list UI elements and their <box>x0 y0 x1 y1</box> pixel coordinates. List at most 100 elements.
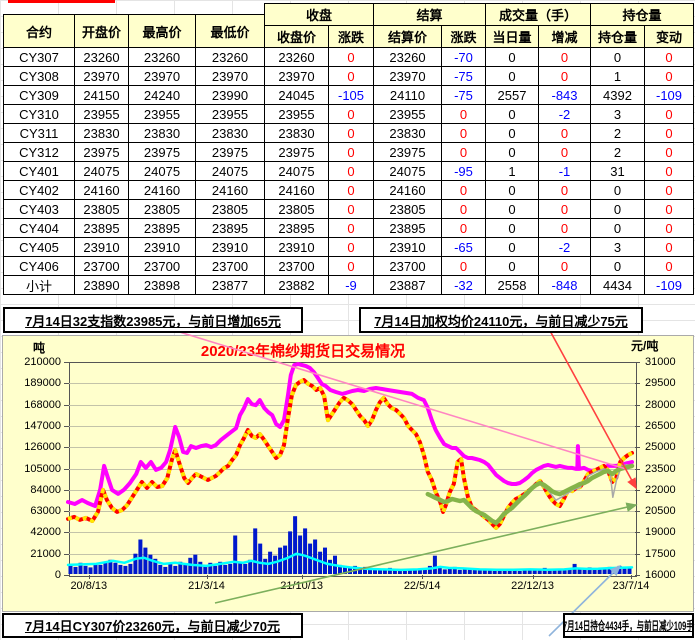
table-cell[interactable]: 23990 <box>195 85 265 105</box>
table-cell[interactable]: 24160 <box>264 180 329 200</box>
table-cell[interactable]: 23955 <box>128 104 196 124</box>
table-cell[interactable]: 31 <box>590 161 645 181</box>
table-cell[interactable]: 0 <box>328 142 374 162</box>
table-cell[interactable]: 23975 <box>264 142 329 162</box>
table-cell[interactable]: 0 <box>644 180 694 200</box>
table-cell[interactable]: 23877 <box>195 275 265 295</box>
table-cell[interactable]: 24160 <box>74 180 129 200</box>
table-cell[interactable]: 小计 <box>3 275 75 295</box>
table-cell[interactable]: 23910 <box>195 237 265 257</box>
table-cell[interactable]: 0 <box>485 66 539 86</box>
table-cell[interactable]: 23970 <box>128 66 196 86</box>
table-cell[interactable]: 23895 <box>128 218 196 238</box>
table-cell[interactable]: 23970 <box>373 66 442 86</box>
table-cell[interactable]: 23975 <box>74 142 129 162</box>
table-cell[interactable]: 0 <box>644 218 694 238</box>
table-cell[interactable]: 23975 <box>195 142 265 162</box>
table-cell[interactable]: 0 <box>441 180 486 200</box>
table-cell[interactable]: 0 <box>644 199 694 219</box>
table-cell[interactable]: 0 <box>644 123 694 143</box>
table-cell[interactable]: 23955 <box>373 104 442 124</box>
table-cell[interactable]: 0 <box>328 256 374 276</box>
table-cell[interactable]: 24110 <box>373 85 442 105</box>
table-cell[interactable]: 23830 <box>373 123 442 143</box>
table-cell[interactable]: 0 <box>485 256 539 276</box>
table-cell[interactable]: 23955 <box>264 104 329 124</box>
table-cell[interactable]: 24075 <box>128 161 196 181</box>
table-cell[interactable]: 0 <box>538 199 591 219</box>
table-cell[interactable]: 23895 <box>74 218 129 238</box>
table-cell[interactable]: 0 <box>485 123 539 143</box>
table-cell[interactable]: 23830 <box>264 123 329 143</box>
table-cell[interactable]: CY311 <box>3 123 75 143</box>
table-cell[interactable]: 23970 <box>195 66 265 86</box>
table-cell[interactable]: 23700 <box>195 256 265 276</box>
table-cell[interactable]: 23805 <box>74 199 129 219</box>
table-cell[interactable]: 23805 <box>195 199 265 219</box>
table-cell[interactable]: 0 <box>328 47 374 67</box>
table-cell[interactable]: 0 <box>538 123 591 143</box>
table-cell[interactable]: 23975 <box>373 142 442 162</box>
table-cell[interactable]: 0 <box>328 104 374 124</box>
table-cell[interactable]: 23910 <box>128 237 196 257</box>
table-cell[interactable]: 24160 <box>373 180 442 200</box>
table-cell[interactable]: 2557 <box>485 85 539 105</box>
table-cell[interactable]: 23830 <box>195 123 265 143</box>
table-cell[interactable]: 23955 <box>195 104 265 124</box>
table-cell[interactable]: CY402 <box>3 180 75 200</box>
table-cell[interactable]: 0 <box>485 180 539 200</box>
table-cell[interactable]: 0 <box>590 218 645 238</box>
table-cell[interactable]: 0 <box>328 180 374 200</box>
table-cell[interactable]: 23260 <box>264 47 329 67</box>
table-cell[interactable]: 0 <box>644 47 694 67</box>
table-cell[interactable]: 23910 <box>264 237 329 257</box>
table-cell[interactable]: CY404 <box>3 218 75 238</box>
table-cell[interactable]: 23830 <box>128 123 196 143</box>
table-cell[interactable]: 0 <box>485 199 539 219</box>
table-cell[interactable]: 23970 <box>74 66 129 86</box>
table-cell[interactable]: 0 <box>644 237 694 257</box>
table-cell[interactable]: 23970 <box>264 66 329 86</box>
table-cell[interactable]: 0 <box>538 66 591 86</box>
table-cell[interactable]: 0 <box>590 199 645 219</box>
table-cell[interactable]: 0 <box>328 123 374 143</box>
table-cell[interactable]: -848 <box>538 275 591 295</box>
table-cell[interactable]: 24075 <box>373 161 442 181</box>
table-cell[interactable]: CY401 <box>3 161 75 181</box>
table-cell[interactable]: 24045 <box>264 85 329 105</box>
table-cell[interactable]: 23260 <box>195 47 265 67</box>
table-cell[interactable]: 0 <box>538 142 591 162</box>
table-cell[interactable]: 0 <box>485 47 539 67</box>
table-cell[interactable]: 0 <box>538 47 591 67</box>
table-cell[interactable]: 23975 <box>128 142 196 162</box>
table-cell[interactable]: 0 <box>644 142 694 162</box>
table-cell[interactable]: 0 <box>590 256 645 276</box>
table-cell[interactable]: 1 <box>590 66 645 86</box>
table-cell[interactable]: 2 <box>590 142 645 162</box>
table-cell[interactable]: -109 <box>644 275 694 295</box>
table-cell[interactable]: -95 <box>441 161 486 181</box>
table-cell[interactable]: -2 <box>538 104 591 124</box>
table-cell[interactable]: -9 <box>328 275 374 295</box>
table-cell[interactable]: 0 <box>441 123 486 143</box>
table-cell[interactable]: 23890 <box>74 275 129 295</box>
table-cell[interactable]: 24075 <box>264 161 329 181</box>
table-cell[interactable]: -75 <box>441 85 486 105</box>
table-cell[interactable]: 0 <box>441 199 486 219</box>
table-cell[interactable]: 0 <box>441 142 486 162</box>
table-cell[interactable]: 0 <box>328 161 374 181</box>
table-cell[interactable]: 24150 <box>74 85 129 105</box>
table-cell[interactable]: 0 <box>485 142 539 162</box>
table-cell[interactable]: 23805 <box>264 199 329 219</box>
table-cell[interactable]: -65 <box>441 237 486 257</box>
table-cell[interactable]: 0 <box>644 256 694 276</box>
table-cell[interactable]: 4434 <box>590 275 645 295</box>
table-cell[interactable]: 0 <box>328 199 374 219</box>
table-cell[interactable]: 23910 <box>373 237 442 257</box>
table-cell[interactable]: 24075 <box>195 161 265 181</box>
table-cell[interactable]: 23955 <box>74 104 129 124</box>
table-cell[interactable]: 0 <box>328 66 374 86</box>
table-cell[interactable]: 0 <box>538 256 591 276</box>
table-cell[interactable]: 3 <box>590 237 645 257</box>
table-cell[interactable]: 23700 <box>264 256 329 276</box>
